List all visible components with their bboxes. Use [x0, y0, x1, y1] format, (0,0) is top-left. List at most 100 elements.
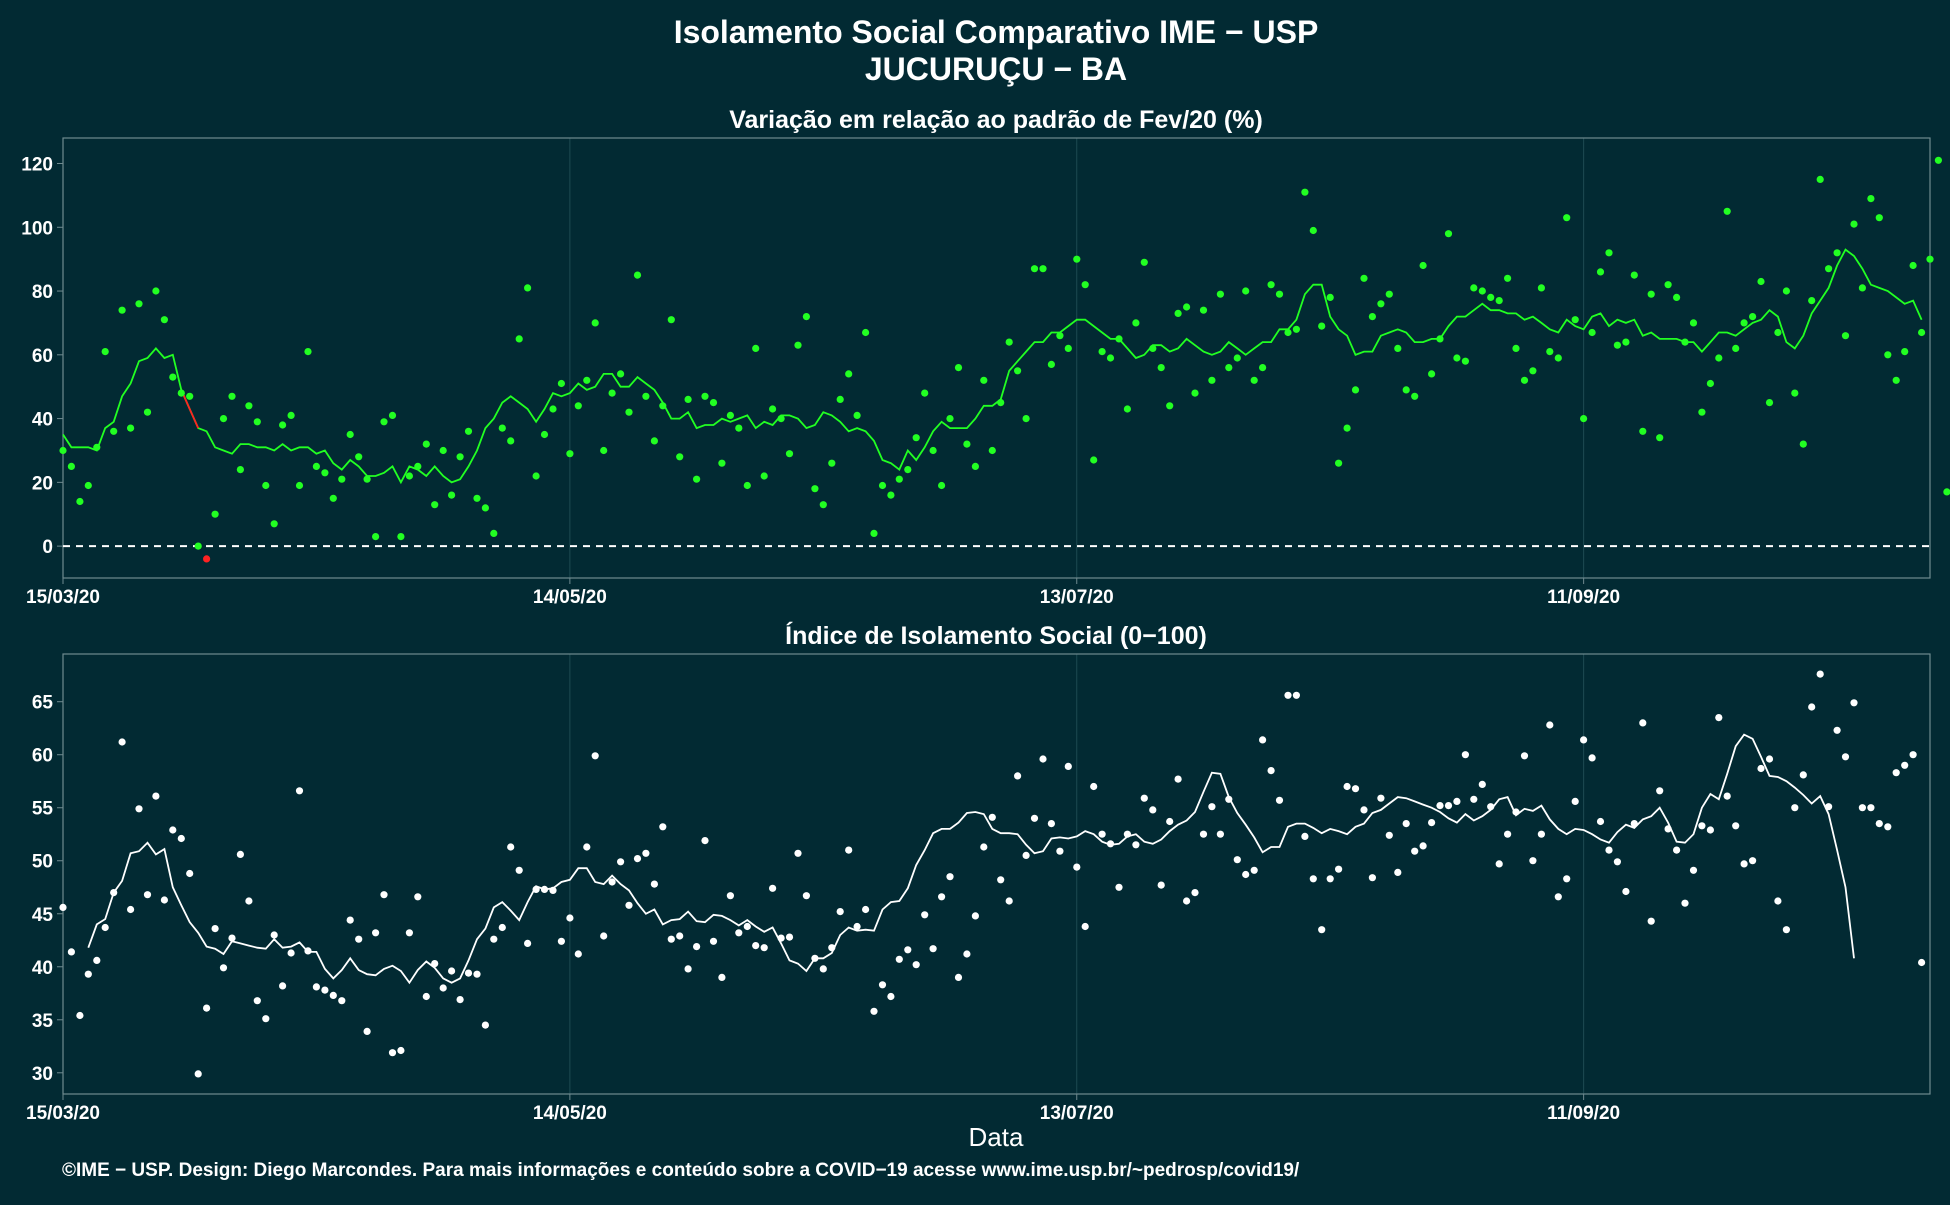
bottom-data-point: [1639, 719, 1647, 727]
bottom-data-point: [769, 884, 777, 892]
top-data-point: [1841, 332, 1850, 340]
top-data-point: [566, 450, 574, 458]
top-data-point: [1580, 415, 1588, 423]
top-data-point: [1428, 370, 1436, 378]
top-data-point: [642, 392, 650, 400]
bottom-data-point: [1757, 764, 1765, 773]
bottom-data-point: [1123, 830, 1131, 838]
bottom-data-point: [1833, 726, 1841, 734]
bottom-data-point: [1166, 817, 1174, 826]
top-data-point: [853, 411, 861, 419]
bottom-data-point: [1825, 803, 1833, 811]
bottom-data-point: [617, 858, 625, 866]
bottom-data-point: [938, 893, 946, 901]
bottom-data-point: [464, 969, 473, 977]
top-data-point: [1166, 402, 1174, 410]
bottom-data-point: [414, 893, 422, 901]
top-data-point: [1605, 249, 1613, 257]
top-data-point: [650, 437, 659, 445]
top-data-point: [160, 316, 168, 324]
bottom-data-point: [1351, 785, 1360, 793]
bottom-data-point: [143, 891, 152, 899]
bottom-data-point: [1436, 802, 1444, 810]
top-data-point: [583, 376, 591, 384]
bottom-data-point: [1073, 863, 1081, 871]
bottom-data-point: [904, 946, 912, 954]
bottom-panel: 30 35 40 45 50 55 60 65 15/03/20 14/05/20 13/07/20…: [26, 653, 1931, 1124]
top-data-point: [312, 462, 320, 470]
bottom-data-point: [540, 885, 549, 894]
bottom-data-point: [1453, 797, 1461, 806]
top-data-point: [532, 472, 540, 480]
top-data-point: [1596, 268, 1605, 276]
top-data-point: [549, 405, 557, 413]
top-data-point: [862, 328, 870, 337]
bottom-data-point: [1765, 755, 1774, 763]
bottom-data-point: [819, 965, 827, 973]
bottom-data-point: [718, 973, 726, 982]
bottom-data-point: [1343, 782, 1351, 791]
x-axis-label: Data: [969, 1122, 1024, 1152]
top-data-point: [929, 446, 937, 455]
bottom-data-point: [1580, 736, 1588, 744]
top-data-point: [1377, 300, 1385, 308]
top-data-point: [1106, 354, 1115, 362]
top-data-point: [1242, 287, 1250, 295]
bottom-data-point: [895, 955, 903, 963]
top-data-point: [67, 462, 75, 470]
top-data-point: [397, 533, 405, 541]
bottom-data-point: [1537, 830, 1545, 838]
top-data-point: [701, 392, 709, 400]
top-data-point: [980, 376, 988, 384]
bottom-data-point: [1115, 883, 1123, 891]
bottom-data-point: [279, 982, 287, 990]
bottom-data-point: [355, 935, 363, 943]
top-data-point: [1630, 271, 1638, 279]
bottom-data-point: [794, 849, 802, 857]
bottom-data-point: [431, 960, 439, 968]
top-data-point: [464, 427, 473, 435]
top-data-point: [1537, 284, 1545, 292]
bottom-data-point: [1030, 814, 1039, 822]
bottom-data-point: [1183, 897, 1191, 905]
top-data-point: [490, 529, 498, 538]
top-data-point: [1732, 344, 1740, 352]
bottom-data-point: [1554, 893, 1562, 901]
bottom-data-point: [473, 970, 481, 978]
bottom-data-point: [1529, 857, 1537, 865]
top-data-point: [372, 533, 380, 541]
top-data-point: [1934, 156, 1942, 164]
bottom-x-tick-label: 13/07/20: [1040, 1103, 1114, 1124]
bottom-data-point: [380, 891, 388, 899]
top-data-point: [1723, 207, 1731, 215]
bottom-data-point: [887, 992, 895, 1001]
top-data-point: [1901, 348, 1909, 356]
main-subtitle: JUCURUÇU − BA: [865, 51, 1127, 87]
bottom-data-point: [93, 956, 101, 965]
top-data-point: [1808, 297, 1816, 305]
top-data-point: [262, 481, 270, 490]
bottom-data-point: [135, 805, 143, 813]
top-data-point: [1622, 338, 1630, 346]
footer-credit: ©IME − USP. Design: Diego Marcondes. Par…: [62, 1160, 1300, 1181]
bottom-data-point: [1673, 846, 1681, 854]
bottom-y-tick-label: 55: [32, 799, 54, 820]
bottom-frame: [62, 653, 1931, 1095]
bottom-data-point: [152, 792, 160, 800]
top-x-tick-label: 15/03/20: [26, 587, 100, 608]
top-data-point: [219, 415, 228, 423]
bottom-x-tick-label: 15/03/20: [26, 1103, 100, 1124]
top-data-point: [1487, 293, 1495, 301]
bottom-data-point: [1749, 857, 1757, 865]
bottom-data-point: [997, 876, 1005, 884]
bottom-data-point: [1588, 754, 1596, 762]
top-data-point: [726, 411, 735, 419]
bottom-data-point: [397, 1046, 405, 1055]
top-data-point: [118, 306, 126, 314]
bottom-data-point: [1563, 875, 1571, 883]
top-data-point: [228, 392, 236, 400]
top-data-point: [1470, 284, 1478, 292]
bottom-data-point: [1106, 840, 1115, 848]
bottom-data-point: [211, 925, 219, 933]
